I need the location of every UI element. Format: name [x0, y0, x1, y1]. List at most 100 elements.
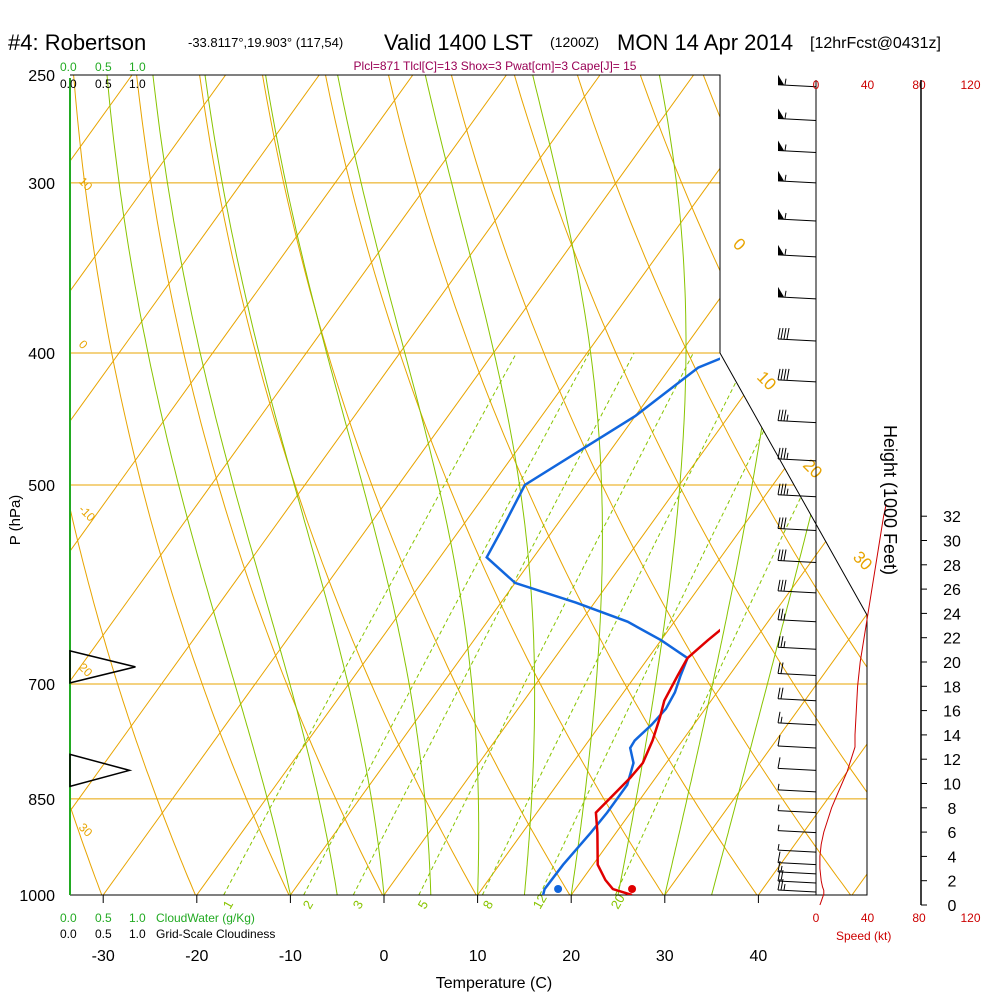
- speed-tick-top: 80: [912, 78, 926, 92]
- mixing-ratio-label: 20: [608, 891, 628, 911]
- wind-barb-staff: [777, 789, 817, 793]
- wind-barb-half-flag: [780, 865, 783, 873]
- height-tick-label: 16: [943, 704, 961, 721]
- isotherm-line: [946, 75, 1000, 895]
- temperature-tick-label: -30: [92, 948, 115, 965]
- wind-barb-staff: [777, 180, 817, 184]
- mixing-ratio-line: [481, 352, 752, 895]
- cloud-fraction-marker: [69, 649, 136, 684]
- pressure-tick-label: 700: [28, 677, 55, 694]
- wind-barb-flag: [780, 687, 784, 699]
- wind-barb-flag: [783, 549, 787, 561]
- wind-barb-staff: [777, 871, 817, 875]
- wind-barb-pennant: [778, 74, 784, 85]
- wind-barb-staff: [777, 218, 817, 222]
- wind-barbs: [777, 74, 817, 893]
- wind-barb: [777, 327, 817, 342]
- wind-barb-flag: [780, 636, 784, 648]
- cloud-top-green-0: 0.0: [60, 60, 77, 74]
- isotherm-label: 10: [753, 367, 780, 394]
- wind-barb-staff: [777, 150, 817, 154]
- cloudiness-label: Grid-Scale Cloudiness: [156, 927, 275, 941]
- cloud-axis-top: 0.0 0.5 1.0 0.0 0.5 1.0: [60, 60, 146, 91]
- cloud-bottom-green-0: 0.0: [60, 911, 77, 925]
- pressure-tick-label: 500: [28, 478, 55, 495]
- wind-barb-flag: [783, 579, 787, 591]
- wind-barb-half-flag: [784, 212, 787, 220]
- wind-barb: [777, 368, 817, 383]
- height-tick-label: 0: [948, 898, 957, 915]
- mixing-ratio-label: 3: [350, 898, 367, 912]
- wind-barb-half-flag: [783, 883, 786, 891]
- wind-barb-flag: [777, 687, 781, 699]
- isotherm-label: 30: [849, 547, 876, 574]
- wind-barb: [777, 447, 817, 462]
- wind-barb-staff: [777, 84, 817, 88]
- wind-barb-flag: [783, 327, 787, 340]
- wind-barb: [777, 878, 817, 893]
- wind-barb-flag: [777, 869, 781, 882]
- mixing-ratio-line: [539, 352, 803, 895]
- wind-barb: [777, 824, 817, 834]
- height-tick-label: 20: [943, 655, 961, 672]
- temperature-tick-label: -20: [185, 948, 208, 965]
- wind-speed-profile: [819, 503, 887, 906]
- wind-barb: [777, 804, 817, 814]
- wind-barb-flag: [780, 869, 784, 882]
- isotherm-line: [70, 75, 414, 895]
- moist-adiabat-line: [104, 75, 291, 895]
- temperature-line: [594, 628, 720, 895]
- wind-barb-flag: [783, 447, 787, 459]
- temperature-tick-label: 10: [469, 948, 487, 965]
- wind-barb-half-flag: [777, 804, 780, 811]
- isotherm-line: [70, 75, 601, 895]
- speed-tick-bottom: 0: [813, 911, 820, 925]
- station-title: #4: Robertson: [8, 30, 146, 55]
- wind-barb-staff: [777, 560, 817, 564]
- wind-barb-flag: [780, 517, 784, 529]
- wind-barb-half-flag: [777, 843, 780, 851]
- mixing-ratio-label: 8: [480, 898, 497, 912]
- dry-adiabat-line: [382, 75, 758, 895]
- dry-adiabat-line: [444, 75, 852, 895]
- cloud-bottom-black-1: 0.5: [95, 927, 112, 941]
- wind-barb-pennant: [778, 140, 784, 151]
- moist-adiabat-line: [526, 75, 603, 895]
- sounding-lines: [485, 357, 720, 895]
- wind-barb-staff: [777, 810, 817, 814]
- wind-barb-pennant: [778, 170, 784, 181]
- wind-barb: [777, 74, 817, 88]
- wind-barb: [777, 244, 817, 258]
- pressure-tick-label: 250: [28, 68, 55, 85]
- dry-adiabat-line: [258, 75, 571, 895]
- wind-barb-flag: [780, 662, 784, 674]
- wind-barb-staff: [777, 619, 817, 623]
- moist-adiabat-line: [419, 75, 536, 895]
- dry-adiabat-line: [818, 75, 867, 895]
- wind-barb-pennant: [778, 209, 784, 220]
- pressure-tick-label: 300: [28, 176, 55, 193]
- mixing-ratio-line: [303, 352, 590, 895]
- wind-barb-flag: [777, 483, 781, 495]
- wind-barb-staff: [777, 889, 817, 893]
- wind-barb-flag: [777, 447, 781, 459]
- wind-barb-flag: [786, 368, 790, 380]
- height-tick-label: 22: [943, 631, 961, 648]
- wind-barb: [777, 140, 817, 154]
- height-tick-label: 18: [943, 679, 961, 696]
- temperature-tick-label: 0: [380, 948, 389, 965]
- wind-barb-flag: [780, 608, 784, 620]
- stability-indices: Plcl=871 Tlcl[C]=13 Shox=3 Pwat[cm]=3 Ca…: [354, 59, 637, 73]
- wind-barb-flag: [777, 662, 781, 674]
- wind-barb-staff: [777, 698, 817, 702]
- wind-barb-half-flag: [784, 78, 787, 85]
- wind-barb-staff: [777, 646, 817, 650]
- wind-barb-staff: [777, 254, 817, 258]
- mixing-ratio-label: 5: [415, 898, 432, 912]
- wind-barb-flag: [780, 579, 784, 591]
- wind-barb-flag: [777, 860, 781, 873]
- isotherm-label: 0: [729, 234, 749, 254]
- cloud-bottom-green-1: 0.5: [95, 911, 112, 925]
- moist-adiabat-line: [332, 75, 480, 895]
